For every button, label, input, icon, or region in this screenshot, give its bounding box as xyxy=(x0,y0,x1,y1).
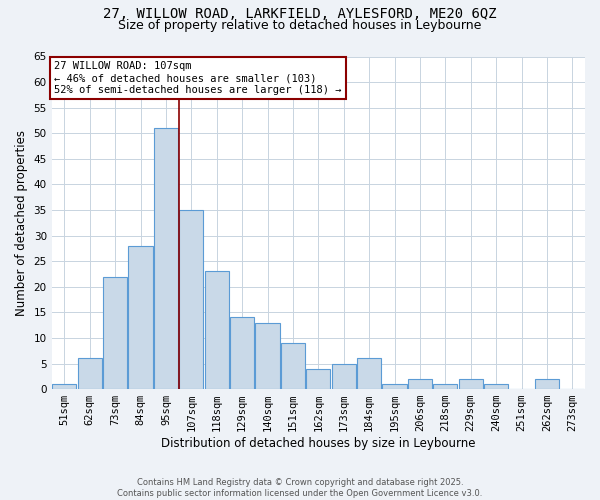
Bar xyxy=(535,379,559,389)
Bar xyxy=(306,368,331,389)
Bar xyxy=(433,384,457,389)
Bar xyxy=(154,128,178,389)
Bar xyxy=(52,384,76,389)
Bar xyxy=(408,379,432,389)
Bar xyxy=(179,210,203,389)
Bar xyxy=(77,358,102,389)
X-axis label: Distribution of detached houses by size in Leybourne: Distribution of detached houses by size … xyxy=(161,437,476,450)
Text: Size of property relative to detached houses in Leybourne: Size of property relative to detached ho… xyxy=(118,19,482,32)
Bar xyxy=(128,246,152,389)
Bar xyxy=(205,272,229,389)
Text: 27, WILLOW ROAD, LARKFIELD, AYLESFORD, ME20 6QZ: 27, WILLOW ROAD, LARKFIELD, AYLESFORD, M… xyxy=(103,8,497,22)
Bar xyxy=(357,358,381,389)
Text: Contains HM Land Registry data © Crown copyright and database right 2025.
Contai: Contains HM Land Registry data © Crown c… xyxy=(118,478,482,498)
Bar xyxy=(230,318,254,389)
Bar xyxy=(256,322,280,389)
Bar xyxy=(281,343,305,389)
Bar xyxy=(103,276,127,389)
Bar xyxy=(484,384,508,389)
Y-axis label: Number of detached properties: Number of detached properties xyxy=(15,130,28,316)
Text: 27 WILLOW ROAD: 107sqm
← 46% of detached houses are smaller (103)
52% of semi-de: 27 WILLOW ROAD: 107sqm ← 46% of detached… xyxy=(55,62,342,94)
Bar xyxy=(458,379,483,389)
Bar xyxy=(382,384,407,389)
Bar xyxy=(332,364,356,389)
